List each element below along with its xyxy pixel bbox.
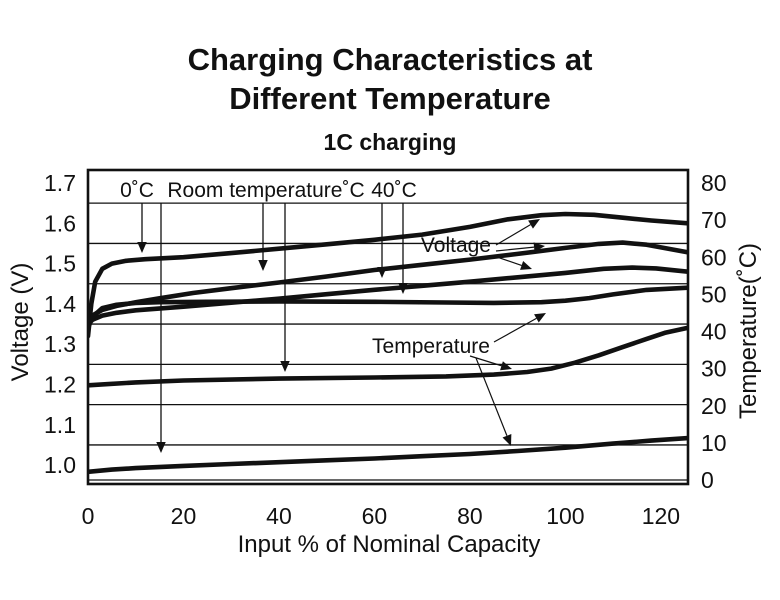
tick-voltage-1.3: 1.3 xyxy=(44,331,76,357)
curve-voltage-room xyxy=(88,240,688,325)
tick-voltage-1.0: 1.0 xyxy=(44,452,76,478)
tick-temperature-70: 70 xyxy=(701,207,727,233)
tick-temperature-30: 30 xyxy=(701,356,727,382)
tick-input-20: 20 xyxy=(171,503,197,529)
condition-label-1: Room temperature˚C xyxy=(167,179,364,202)
group-arrow-3-head xyxy=(534,313,546,323)
condition-label-0: 0˚C xyxy=(120,179,154,202)
curve-temperature-0c xyxy=(88,435,688,475)
tick-voltage-1.1: 1.1 xyxy=(44,412,76,438)
chart-subtitle: 1C charging xyxy=(323,129,457,155)
curve-voltage-40c xyxy=(88,265,688,327)
tick-temperature-40: 40 xyxy=(701,319,727,345)
tick-input-60: 60 xyxy=(362,503,388,529)
curve-temperature-room xyxy=(88,325,688,388)
group-arrow-5-line xyxy=(475,357,508,437)
tick-temperature-10: 10 xyxy=(701,430,727,456)
chart-title-line1: Charging Characteristics at xyxy=(187,42,593,77)
condition-arrow-3-head xyxy=(280,361,290,372)
group-arrow-2-head xyxy=(520,260,532,270)
tick-input-120: 120 xyxy=(642,503,680,529)
condition-arrow-2-head xyxy=(258,260,268,271)
curves-group xyxy=(88,211,688,475)
group-arrow-1-line xyxy=(495,246,535,252)
curve-temperature-40c xyxy=(88,285,688,331)
tick-voltage-1.5: 1.5 xyxy=(44,251,76,277)
tick-input-40: 40 xyxy=(266,503,292,529)
group-arrow-0-line xyxy=(495,224,531,246)
group-arrow-0-head xyxy=(528,219,540,229)
condition-label-2: 40˚C xyxy=(371,179,417,202)
tick-voltage-1.2: 1.2 xyxy=(44,372,76,398)
tick-voltage-1.7: 1.7 xyxy=(44,170,76,196)
tick-voltage-1.6: 1.6 xyxy=(44,210,76,236)
tick-input-0: 0 xyxy=(82,503,95,529)
temperature-group-label: Temperature xyxy=(372,335,490,358)
tick-temperature-0: 0 xyxy=(701,467,714,493)
group-arrow-4-line xyxy=(469,355,502,367)
x-axis-label: Input % of Nominal Capacity xyxy=(237,531,541,558)
group-arrow-3-line xyxy=(493,317,537,343)
tick-temperature-50: 50 xyxy=(701,281,727,307)
chart-title: Charging Characteristics at Different Te… xyxy=(0,40,780,118)
plot-border xyxy=(86,168,690,486)
tick-temperature-20: 20 xyxy=(701,393,727,419)
condition-arrow-1-head xyxy=(156,442,166,453)
group-arrow-5-head xyxy=(502,434,512,446)
tick-input-80: 80 xyxy=(457,503,483,529)
voltage-group-label: Voltage xyxy=(421,234,491,257)
condition-arrow-4-head xyxy=(377,267,387,278)
group-arrow-1-head xyxy=(533,242,545,252)
group-arrow-2-line xyxy=(493,255,522,267)
condition-arrow-0-head xyxy=(137,242,147,253)
group-arrow-4-head xyxy=(500,361,512,371)
tick-voltage-1.4: 1.4 xyxy=(44,291,76,317)
chart-title-line2: Different Temperature xyxy=(229,81,551,116)
condition-arrow-5-head xyxy=(398,283,408,294)
tick-temperature-60: 60 xyxy=(701,244,727,270)
curve-voltage-0c xyxy=(88,211,688,339)
tick-input-100: 100 xyxy=(546,503,584,529)
tick-temperature-80: 80 xyxy=(701,170,727,196)
